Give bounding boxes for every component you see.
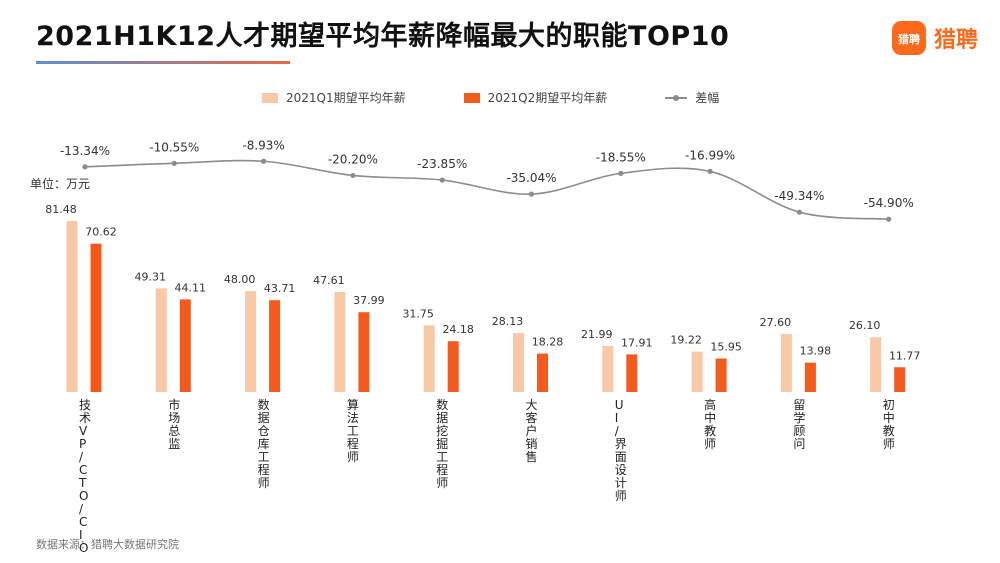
bar-label-q1: 27.60 [760, 316, 792, 329]
bar-q2 [358, 312, 370, 392]
bar-label-q1: 48.00 [224, 273, 256, 286]
bar-label-q2: 24.18 [442, 323, 474, 336]
bar-label-q2: 15.95 [710, 341, 742, 354]
page-title: 2021H1K12人才期望平均年薪降幅最大的职能TOP10 [36, 21, 730, 52]
diff-label: -35.04% [506, 171, 556, 185]
bar-q2 [447, 341, 459, 392]
category-label: 高中教师 [704, 397, 716, 451]
category-label: U I/界面设计师 [615, 398, 627, 503]
diff-label: -18.55% [596, 150, 646, 164]
bar-q2 [626, 354, 638, 392]
diff-point [350, 172, 356, 179]
bar-label-q2: 13.98 [800, 345, 832, 358]
legend-line-icon [665, 93, 688, 103]
bar-label-q2: 37.99 [353, 294, 385, 307]
bar-label-q1: 28.13 [492, 315, 524, 328]
bar-label-q2: 70.62 [85, 226, 117, 239]
bar-q1 [245, 291, 257, 392]
bar-q2 [90, 243, 102, 392]
legend-label-diff: 差幅 [695, 91, 720, 105]
bar-label-q1: 26.10 [849, 319, 881, 332]
diff-point [439, 177, 445, 183]
legend-item-diff: 差幅 [665, 89, 719, 106]
legend-label-q2: 2021Q2期望平均年薪 [487, 91, 608, 105]
diff-point [618, 170, 624, 176]
diff-point [528, 191, 535, 197]
category-label: 数据仓库工程师 [258, 397, 270, 490]
bar-q1 [334, 292, 346, 392]
bar-label-q2: 17.91 [621, 336, 653, 349]
diff-label: -13.34% [60, 144, 110, 158]
diff-label: -49.34% [774, 189, 824, 203]
chart-legend: 2021Q1期望平均年薪 2021Q2期望平均年薪 差幅 [262, 89, 719, 106]
category-label: 大客户销售 [526, 398, 538, 464]
brand-logo: 猎聘 猎聘 [891, 21, 978, 55]
legend-item-q2: 2021Q2期望平均年薪 [463, 89, 608, 106]
bar-q2 [715, 358, 727, 392]
diff-point [261, 158, 267, 164]
diff-point [796, 209, 803, 215]
bar-q1 [66, 220, 78, 392]
bar-label-q1: 31.75 [402, 307, 434, 320]
bar-label-q2: 44.11 [175, 281, 207, 294]
bar-q1 [780, 334, 792, 392]
bar-q1 [602, 345, 614, 392]
diff-point [82, 164, 88, 170]
bar-q2 [269, 300, 281, 392]
bar-q2 [894, 367, 906, 392]
diff-point [886, 216, 892, 222]
title-underline [36, 61, 290, 64]
category-label: 初中教师 [883, 398, 895, 451]
brand-badge-icon: 猎聘 [891, 21, 926, 55]
bar-q2 [804, 362, 816, 392]
bar-q1 [423, 325, 435, 392]
category-label: 算法工程师 [347, 397, 359, 464]
category-label: 留学顾问 [793, 398, 805, 451]
category-label: 技术 V P / C T O / C I O [78, 398, 91, 555]
bar-label-q2: 18.28 [532, 336, 564, 349]
bar-label-q1: 21.99 [581, 328, 613, 341]
bar-q1 [155, 288, 167, 392]
category-label: 市场总监 [168, 397, 180, 451]
diff-point [707, 168, 713, 175]
bar-label-q2: 11.77 [889, 349, 921, 362]
diff-label: -23.85% [417, 157, 467, 171]
source-note: 数据来源：猎聘大数据研究院 [36, 538, 179, 551]
brand-name: 猎聘 [933, 28, 978, 53]
category-label: 数据挖掘工程师 [436, 397, 448, 490]
bar-q1 [870, 337, 882, 392]
legend-item-q1: 2021Q1期望平均年薪 [262, 89, 406, 106]
bar-label-q1: 47.61 [313, 274, 345, 287]
legend-label-q1: 2021Q1期望平均年薪 [286, 91, 406, 105]
bar-q2 [179, 299, 191, 392]
unit-label: 单位：万元 [30, 177, 91, 191]
bar-label-q2: 43.71 [264, 282, 296, 295]
diff-label: -8.93% [242, 138, 284, 152]
bar-q1 [513, 332, 524, 392]
legend-swatch-q2 [463, 92, 480, 103]
diff-label: -20.20% [328, 152, 378, 166]
bar-q2 [537, 353, 548, 392]
bar-label-q1: 49.31 [135, 270, 167, 283]
bar-label-q1: 81.48 [45, 203, 77, 216]
diff-label: -10.55% [149, 140, 199, 154]
diff-label: -54.90% [864, 196, 914, 210]
diff-label: -16.99% [685, 148, 735, 162]
bar-label-q1: 19.22 [670, 334, 702, 347]
bar-q1 [691, 351, 703, 392]
diff-line [84, 159, 889, 220]
legend-swatch-q1 [262, 92, 278, 103]
diff-point [171, 160, 177, 166]
